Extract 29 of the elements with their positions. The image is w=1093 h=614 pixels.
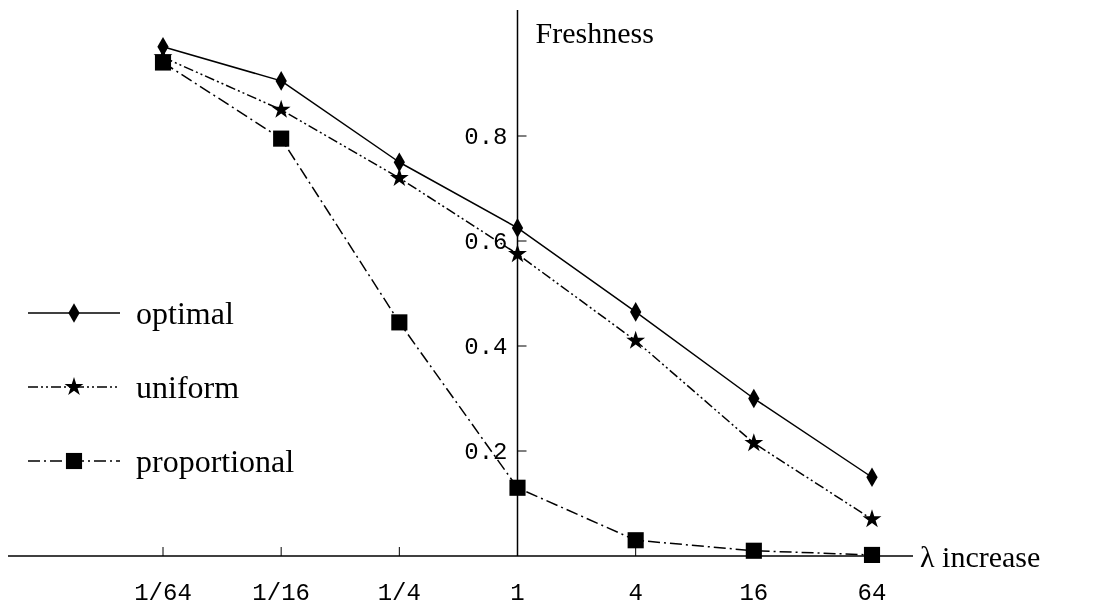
x-tick-label: 64 xyxy=(857,580,887,607)
point xyxy=(271,99,291,118)
y-axis-title: Freshness xyxy=(535,15,654,49)
x-tick-label: 4 xyxy=(628,580,643,607)
point xyxy=(863,546,881,564)
x-tick-label: 1/64 xyxy=(134,580,192,607)
x-tick-label: 16 xyxy=(739,580,769,607)
point xyxy=(391,314,408,331)
point xyxy=(509,479,526,496)
point xyxy=(389,168,409,187)
point xyxy=(154,54,172,71)
point xyxy=(862,509,882,528)
x-tick-label: 1 xyxy=(510,580,525,607)
y-tick-label: 0.8 xyxy=(464,124,508,152)
legend-label: proportional xyxy=(136,443,295,480)
point xyxy=(627,532,644,549)
point xyxy=(508,244,527,263)
legend-label: uniform xyxy=(136,369,240,406)
point xyxy=(626,330,646,349)
legend-label: optimal xyxy=(136,295,234,332)
y-tick-label: 0.4 xyxy=(464,334,508,362)
x-axis-title: λ increase xyxy=(920,539,1041,573)
point xyxy=(745,542,762,559)
x-tick-label: 1/4 xyxy=(377,580,421,607)
point xyxy=(273,130,290,147)
y-tick-label: 0.6 xyxy=(464,229,508,257)
point xyxy=(744,433,764,452)
x-tick-label: 1/16 xyxy=(252,580,310,607)
y-tick-label: 0.2 xyxy=(464,439,508,467)
